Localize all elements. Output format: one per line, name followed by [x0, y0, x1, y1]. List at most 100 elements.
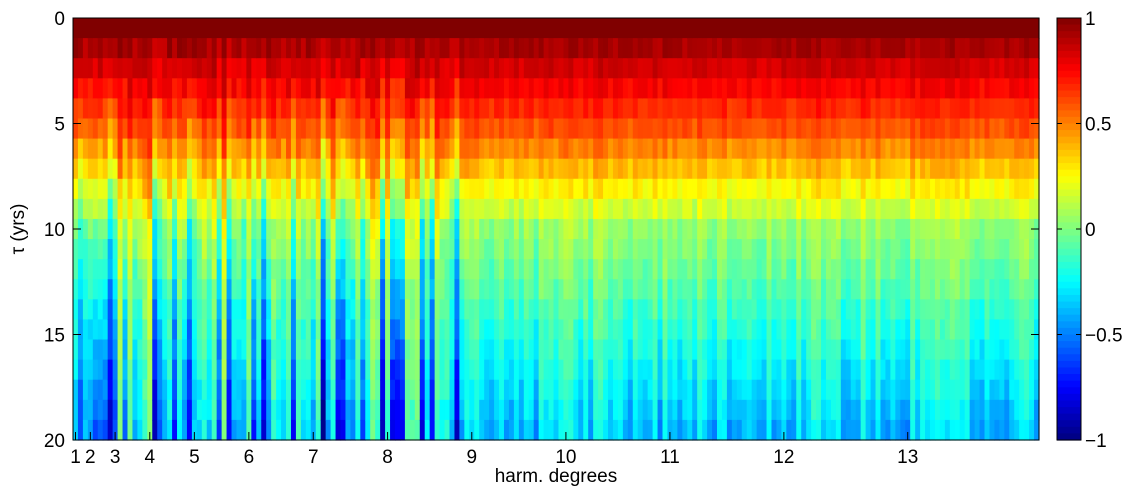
heatmap-cell	[1019, 158, 1025, 180]
heatmap-cell	[256, 299, 262, 321]
heatmap-cell	[305, 319, 312, 341]
heatmap-cell	[231, 138, 238, 160]
heatmap-cell	[538, 379, 545, 401]
heatmap-cell	[944, 379, 951, 401]
heatmap-cell	[439, 98, 446, 120]
heatmap-cell	[449, 239, 456, 260]
heatmap-cell	[494, 198, 500, 220]
heatmap-cell	[92, 339, 99, 361]
colorbar-segment	[1057, 24, 1081, 32]
heatmap-cell	[761, 118, 768, 140]
heatmap-cell	[707, 118, 713, 140]
heatmap-cell	[880, 279, 887, 300]
heatmap-cell	[1014, 399, 1020, 421]
heatmap-cell	[657, 38, 664, 59]
heatmap-cell	[335, 58, 342, 79]
heatmap-cell	[216, 18, 223, 39]
heatmap-cell	[518, 38, 525, 59]
heatmap-cell	[652, 138, 659, 160]
heatmap-cell	[167, 379, 173, 401]
heatmap-cell	[930, 419, 936, 441]
heatmap-cell	[583, 58, 589, 79]
heatmap-cell	[92, 259, 99, 280]
heatmap-cell	[875, 319, 882, 341]
heatmap-cell	[186, 78, 193, 99]
heatmap-cell	[816, 359, 822, 381]
heatmap-cell	[395, 259, 401, 280]
heatmap-cell	[484, 359, 490, 381]
heatmap-cell	[256, 138, 262, 160]
heatmap-cell	[811, 138, 817, 160]
heatmap-cell	[142, 58, 148, 79]
heatmap-cell	[82, 178, 89, 200]
heatmap-cell	[335, 399, 342, 421]
heatmap-cell	[370, 78, 376, 99]
heatmap-cell	[969, 138, 976, 160]
colorbar-segment	[1057, 44, 1081, 52]
colorbar-segment	[1057, 229, 1081, 237]
heatmap-cell	[717, 239, 723, 260]
heatmap-cell	[345, 138, 352, 160]
heatmap-cell	[310, 239, 317, 260]
heatmap-cell	[741, 218, 748, 240]
heatmap-cell	[900, 339, 906, 361]
heatmap-cell	[588, 78, 594, 99]
heatmap-cell	[479, 138, 485, 160]
heatmap-cell	[533, 379, 540, 401]
heatmap-cell	[231, 299, 238, 321]
heatmap-cell	[850, 118, 857, 140]
heatmap-cell	[875, 259, 882, 280]
heatmap-cell	[900, 399, 906, 421]
heatmap-cell	[360, 58, 366, 79]
heatmap-cell	[627, 239, 634, 260]
heatmap-cell	[201, 419, 208, 441]
heatmap-cell	[939, 198, 946, 220]
heatmap-cell	[949, 379, 956, 401]
heatmap-cell	[1009, 259, 1015, 280]
heatmap-cell	[350, 158, 356, 180]
heatmap-cell	[974, 259, 981, 280]
heatmap-cell	[840, 218, 847, 240]
heatmap-cell	[271, 178, 277, 200]
heatmap-cell	[295, 299, 302, 321]
heatmap-cell	[885, 399, 891, 421]
heatmap-cell	[835, 319, 842, 341]
heatmap-cell	[231, 198, 238, 220]
heatmap-cell	[186, 339, 193, 361]
heatmap-cell	[355, 58, 361, 79]
heatmap-cell	[479, 218, 485, 240]
heatmap-cell	[984, 98, 991, 120]
heatmap-cell	[578, 359, 584, 381]
heatmap-cell	[360, 299, 366, 321]
heatmap-cell	[830, 399, 837, 421]
heatmap-cell	[499, 299, 505, 321]
heatmap-cell	[295, 98, 302, 120]
heatmap-cell	[162, 359, 168, 381]
heatmap-cell	[999, 138, 1005, 160]
heatmap-cell	[583, 198, 589, 220]
heatmap-cell	[627, 198, 634, 220]
heatmap-cell	[409, 158, 416, 180]
heatmap-cell	[137, 319, 143, 341]
heatmap-cell	[855, 319, 862, 341]
heatmap-cell	[494, 359, 500, 381]
heatmap-cell	[905, 198, 911, 220]
heatmap-cell	[395, 379, 401, 401]
heatmap-cell	[1019, 419, 1025, 441]
heatmap-cell	[290, 98, 297, 120]
heatmap-cell	[657, 118, 664, 140]
heatmap-cell	[934, 78, 941, 99]
heatmap-cell	[721, 399, 728, 421]
heatmap-cell	[305, 18, 312, 39]
heatmap-cell	[122, 38, 129, 59]
colorbar-segment	[1057, 242, 1081, 250]
heatmap-cell	[677, 359, 683, 381]
heatmap-cell	[226, 18, 233, 39]
heatmap-cell	[568, 38, 574, 59]
colorbar-segment	[1057, 103, 1081, 111]
heatmap-cell	[201, 18, 208, 39]
heatmap-cell	[845, 419, 852, 441]
heatmap-cell	[969, 38, 976, 59]
heatmap-cell	[647, 399, 654, 421]
heatmap-cell	[969, 98, 976, 120]
